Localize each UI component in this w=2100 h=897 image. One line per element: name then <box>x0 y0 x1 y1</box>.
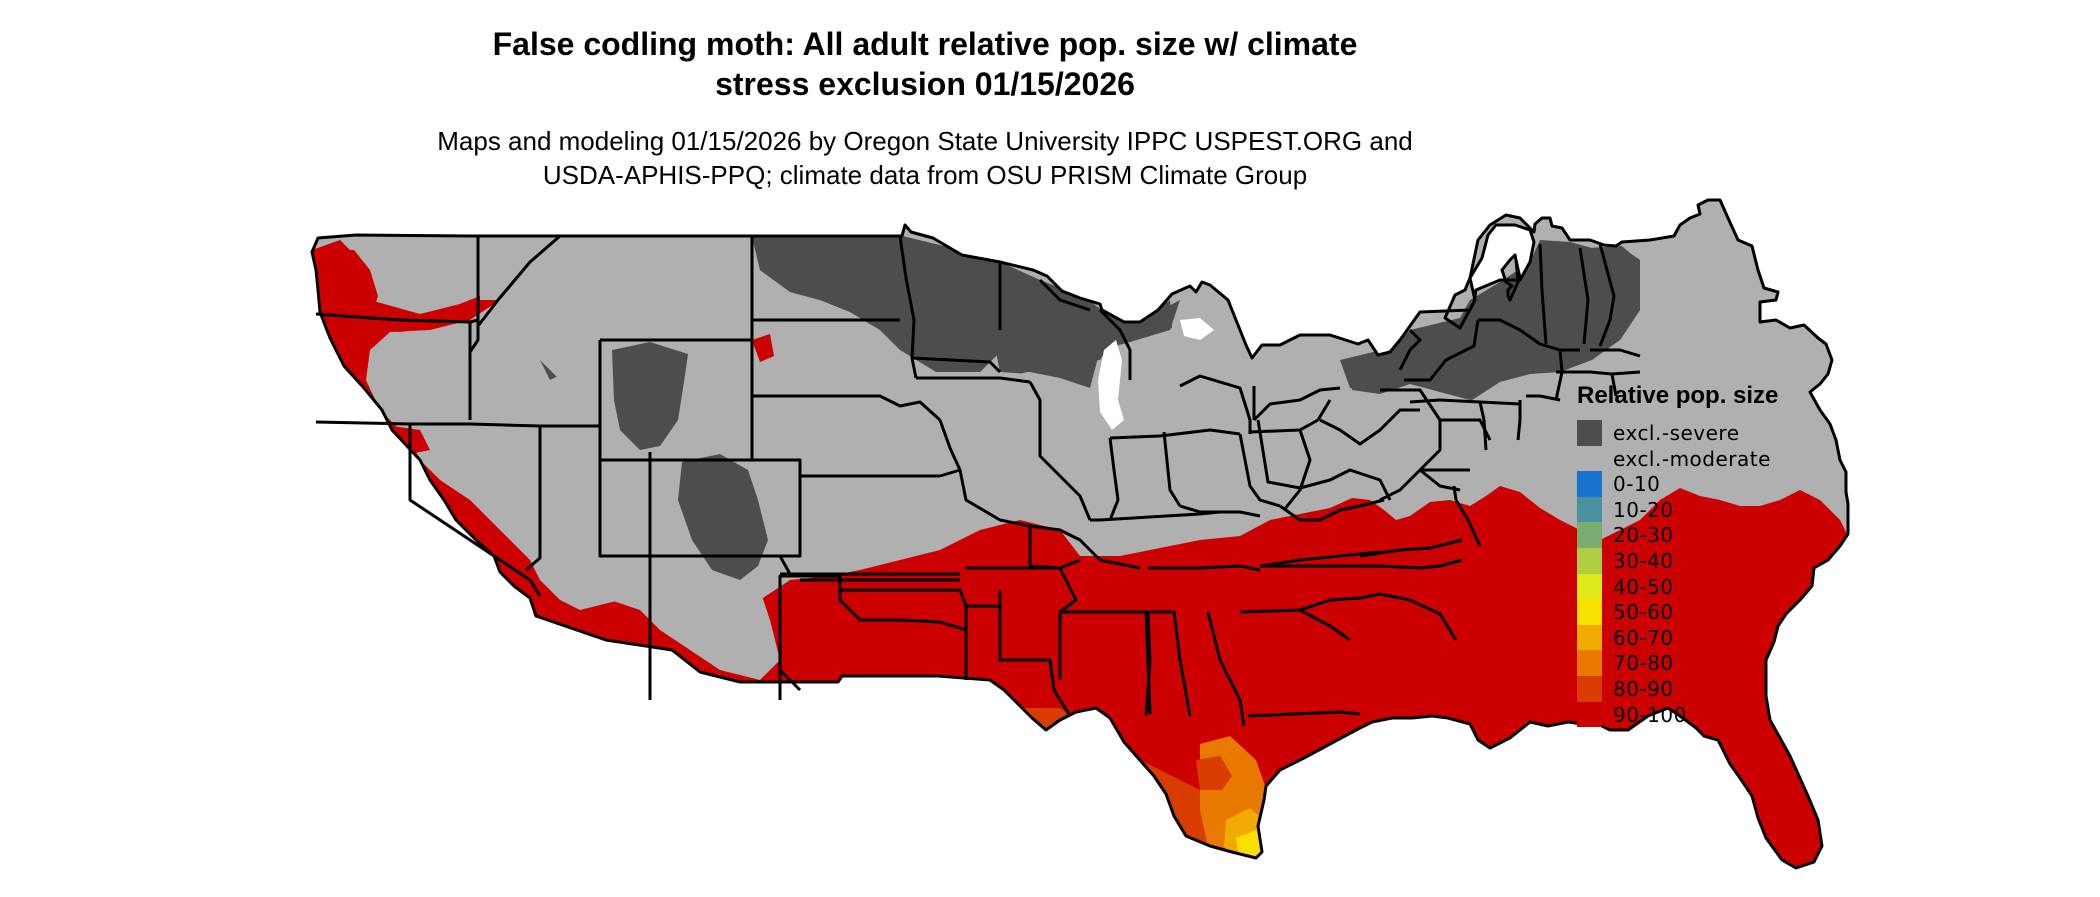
great-lakes <box>1098 318 1214 430</box>
legend-item: 10-20 <box>1577 496 1907 523</box>
state-borders <box>310 198 1850 870</box>
legend-swatch <box>1577 496 1602 523</box>
legend-swatch <box>1577 675 1602 702</box>
legend-swatch <box>1577 420 1602 446</box>
legend-item: 0-10 <box>1577 471 1907 497</box>
legend-item: 90-100 <box>1577 701 1907 728</box>
legend-swatch <box>1577 547 1602 574</box>
legend-swatch <box>1577 701 1602 728</box>
legend-label: 10-20 <box>1613 497 1674 522</box>
map-title-line2: stress exclusion 01/15/2026 <box>715 66 1135 102</box>
map-subtitle-line2: USDA-APHIS-PPQ; climate data from OSU PR… <box>542 160 1308 190</box>
title-block: False codling moth: All adult relative p… <box>380 24 1470 192</box>
legend-label: 50-60 <box>1613 600 1674 625</box>
legend-swatch <box>1577 522 1602 548</box>
legend-items: excl.-severe excl.-moderate 0-10 10-20 20-30… <box>1577 420 1907 728</box>
legend-label: excl.-severe <box>1613 421 1740 445</box>
legend-item: excl.-severe <box>1577 420 1907 446</box>
legend-label: 30-40 <box>1613 548 1674 573</box>
legend-item: 70-80 <box>1577 650 1907 676</box>
legend-item: 80-90 <box>1577 675 1907 702</box>
legend: Relative pop. size excl.-severe excl.-mod… <box>1577 380 1907 728</box>
legend-item: 30-40 <box>1577 547 1907 574</box>
legend-item: 60-70 <box>1577 624 1907 651</box>
louisiana-coast-bands <box>1010 722 1070 770</box>
legend-swatch <box>1577 650 1602 676</box>
map-subtitle-line1: Maps and modeling 01/15/2026 by Oregon S… <box>437 126 1413 156</box>
legend-label: 40-50 <box>1613 574 1674 599</box>
legend-label: 0-10 <box>1613 472 1661 497</box>
legend-swatch <box>1577 599 1602 625</box>
legend-label: 70-80 <box>1613 651 1674 676</box>
legend-item: 40-50 <box>1577 573 1907 600</box>
legend-label: 90-100 <box>1613 702 1687 727</box>
legend-swatch <box>1577 624 1602 651</box>
legend-label: 60-70 <box>1613 625 1674 650</box>
legend-label: 20-30 <box>1613 523 1674 548</box>
legend-label: 80-90 <box>1613 676 1674 701</box>
legend-item: excl.-moderate <box>1577 445 1907 472</box>
legend-label: excl.-moderate <box>1613 446 1771 471</box>
map-title: False codling moth: All adult relative p… <box>380 24 1470 104</box>
map-title-line1: False codling moth: All adult relative p… <box>492 26 1358 62</box>
legend-title: Relative pop. size <box>1577 382 1779 409</box>
legend-swatch <box>1577 573 1602 600</box>
map-subtitle: Maps and modeling 01/15/2026 by Oregon S… <box>380 124 1470 192</box>
legend-swatch <box>1577 471 1602 497</box>
legend-item: 50-60 <box>1577 599 1907 625</box>
legend-item: 20-30 <box>1577 522 1907 548</box>
legend-swatch <box>1577 445 1602 472</box>
